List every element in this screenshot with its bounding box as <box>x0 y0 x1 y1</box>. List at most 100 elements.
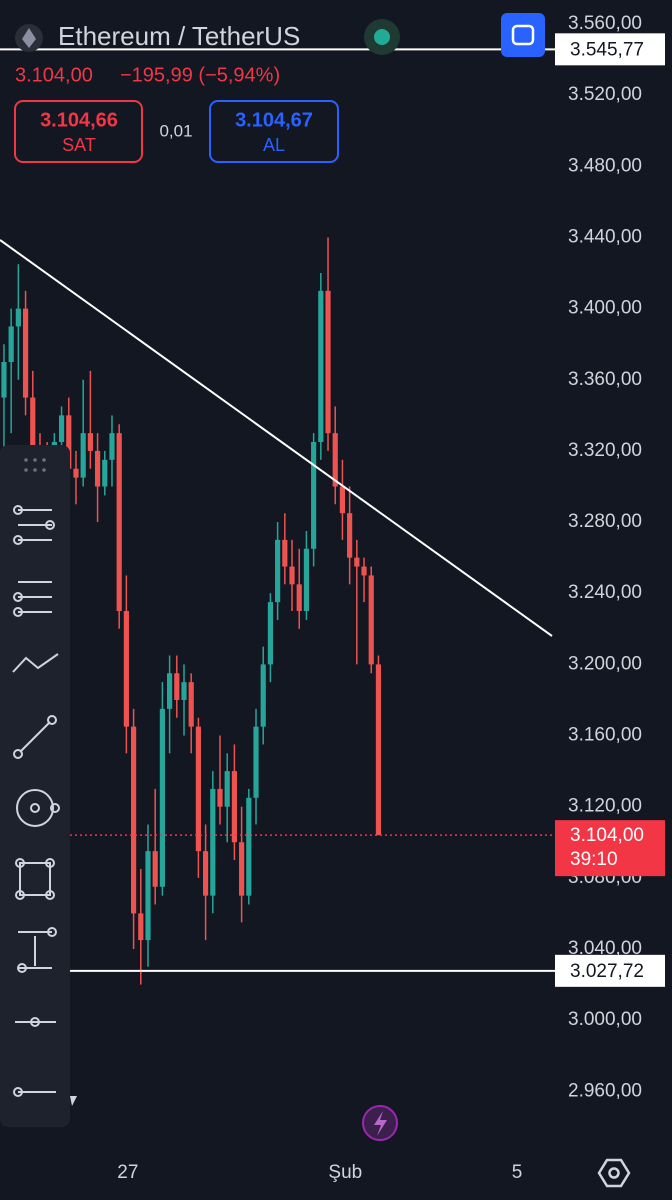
fib-tool[interactable] <box>13 505 55 545</box>
y-tick-label: 3.280,00 <box>568 511 642 532</box>
y-tick-label: 3.040,00 <box>568 938 642 959</box>
price-label: 3.545,77 <box>570 39 644 60</box>
candle-body <box>94 450 101 487</box>
hline-tool[interactable] <box>15 1017 56 1027</box>
trend-line <box>0 239 553 637</box>
y-tick-label: 3.200,00 <box>568 653 642 674</box>
candle-body <box>167 673 173 709</box>
candle-body <box>275 539 281 603</box>
candle-body <box>210 788 216 896</box>
ray-tool[interactable] <box>13 1087 56 1097</box>
fullscreen-button[interactable] <box>501 13 545 57</box>
rect-tool[interactable] <box>15 858 55 900</box>
price-label-bg <box>555 954 665 987</box>
candle-body <box>296 584 302 612</box>
sell-button[interactable] <box>14 100 143 163</box>
candle-body <box>123 611 129 727</box>
candle-body <box>138 913 144 941</box>
candle-body <box>195 726 201 852</box>
candle-body <box>267 602 274 665</box>
y-tick-label: 3.240,00 <box>568 582 642 603</box>
candle-body <box>188 682 194 727</box>
candle-body <box>231 771 238 843</box>
candle-body <box>80 433 86 478</box>
candle-body <box>318 290 324 443</box>
x-tick-label: Şub <box>328 1162 362 1183</box>
price-label-bg <box>555 33 665 66</box>
settings-button[interactable] <box>597 1158 631 1188</box>
y-tick-label: 3.480,00 <box>568 155 642 176</box>
candle-body <box>354 557 360 567</box>
sell-label: SAT <box>62 135 96 155</box>
spread: 0,01 <box>159 121 192 140</box>
candle-body <box>116 433 122 612</box>
buy-label: AL <box>263 135 285 155</box>
candle-body <box>109 433 115 460</box>
y-tick-label: 3.360,00 <box>568 369 642 390</box>
candle-body <box>325 290 331 434</box>
x-tick-label: 27 <box>117 1162 138 1183</box>
candle-body <box>87 433 93 451</box>
candle-body <box>224 771 230 807</box>
line-tool[interactable] <box>13 715 57 759</box>
candle-body <box>260 664 266 727</box>
price-label: 3.027,72 <box>570 961 644 982</box>
candle-body <box>30 397 36 451</box>
y-tick-label: 3.160,00 <box>568 725 642 746</box>
y-tick-label: 3.440,00 <box>568 226 642 247</box>
pitchfork-tool[interactable] <box>13 581 52 617</box>
last-price-bg <box>555 820 665 877</box>
x-tick-label: 5 <box>512 1162 523 1183</box>
flash-icon <box>374 1111 387 1136</box>
candle-body <box>66 415 72 469</box>
candle-body <box>361 566 367 576</box>
candle-body <box>130 726 137 914</box>
y-tick-label: 3.120,00 <box>568 796 642 817</box>
candle-body <box>282 539 288 567</box>
candle-body <box>375 664 382 836</box>
fullscreen-icon <box>511 24 535 46</box>
candle-body <box>73 468 79 478</box>
last-price: 3.104,00 <box>15 64 93 86</box>
toolbar-arrow[interactable] <box>70 1096 77 1106</box>
candle-body <box>1 361 7 398</box>
candle-body <box>152 851 158 887</box>
candle-body <box>159 708 165 887</box>
path-tool[interactable] <box>12 653 59 673</box>
candle-body <box>8 326 14 362</box>
candle-body <box>239 842 245 896</box>
candle-body <box>145 851 151 941</box>
y-tick-label: 3.520,00 <box>568 84 642 105</box>
candle-body <box>289 566 295 585</box>
eth-logo <box>22 28 36 48</box>
buy-button[interactable] <box>209 100 339 163</box>
y-tick-label: 3.320,00 <box>568 440 642 461</box>
candle-body <box>15 308 21 327</box>
buy-price: 3.104,67 <box>235 109 313 131</box>
countdown: 39:10 <box>570 849 618 870</box>
toolbar-bg <box>0 445 70 1127</box>
y-tick-label: 3.400,00 <box>568 298 642 319</box>
y-tick-label: 3.560,00 <box>568 13 642 34</box>
y-tick-label: 2.960,00 <box>568 1080 642 1101</box>
status-dot <box>374 29 390 45</box>
candle-body <box>311 442 317 549</box>
candle-body <box>22 308 29 398</box>
candle-body <box>246 797 252 896</box>
candle-body <box>174 673 180 700</box>
sell-price: 3.104,66 <box>40 109 118 131</box>
circle-tool[interactable] <box>16 789 60 827</box>
last-price-label: 3.104,00 <box>570 825 644 846</box>
candle-body <box>253 726 259 798</box>
symbol-name[interactable]: Ethereum / TetherUS <box>58 21 300 51</box>
candle-body <box>181 682 187 700</box>
candle-body <box>102 459 108 487</box>
measure-tool[interactable] <box>17 927 57 973</box>
candle-body <box>332 433 338 487</box>
price-change: −195,99 (−5,94%) <box>120 64 280 86</box>
candle-body <box>339 486 346 514</box>
candle-body <box>203 851 209 896</box>
